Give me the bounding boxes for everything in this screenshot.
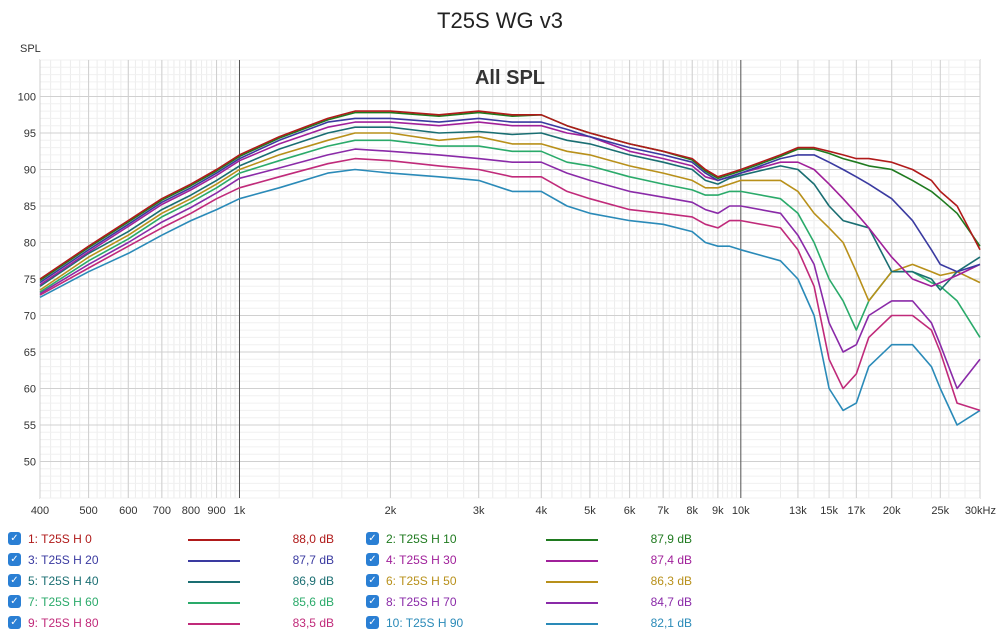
x-tick-label: 5k: [584, 505, 596, 517]
x-tick-label: 20k: [883, 505, 901, 517]
legend-swatch: [188, 602, 240, 604]
legend-swatch: [546, 602, 598, 604]
grid-major: [39, 60, 981, 498]
legend-entry-9[interactable]: ✓ 9: T25S H 80 83,5 dB: [8, 614, 348, 634]
legend-swatch: [546, 560, 598, 562]
legend-swatch: [188, 539, 240, 541]
y-tick-label: 60: [24, 384, 36, 396]
legend-series-value: 87,9 dB: [650, 532, 692, 546]
legend-checkbox[interactable]: ✓: [8, 616, 21, 629]
legend-checkbox[interactable]: ✓: [366, 532, 379, 545]
legend-entry-2[interactable]: ✓ 2: T25S H 10 87,9 dB: [366, 530, 706, 550]
legend-checkbox[interactable]: ✓: [366, 595, 379, 608]
legend-entry-7[interactable]: ✓ 7: T25S H 60 85,6 dB: [8, 593, 348, 613]
legend-series-name: 7: T25S H 60: [28, 595, 99, 609]
x-tick-label: 25k: [931, 505, 949, 517]
legend-series-value: 86,3 dB: [650, 574, 692, 588]
x-tick-label: 400: [31, 505, 49, 517]
legend-entry-4[interactable]: ✓ 4: T25S H 30 87,4 dB: [366, 551, 706, 571]
x-tick-label: 800: [182, 505, 200, 517]
x-tick-label: 9k: [712, 505, 724, 517]
legend-swatch: [546, 581, 598, 583]
legend-swatch: [188, 560, 240, 562]
y-tick-label: 75: [24, 274, 36, 286]
series-line-3: [39, 117, 981, 284]
x-tick-label: 15k: [820, 505, 838, 517]
x-tick-label: 900: [207, 505, 225, 517]
y-tick-label: 70: [24, 311, 36, 323]
x-tick-label: 8k: [686, 505, 698, 517]
legend-series-name: 10: T25S H 90: [386, 616, 464, 630]
legend-series-value: 84,7 dB: [650, 595, 692, 609]
x-tick-label: 4k: [536, 505, 548, 517]
legend-entry-6[interactable]: ✓ 6: T25S H 50 86,3 dB: [366, 572, 706, 592]
x-tick-label: 2k: [385, 505, 397, 517]
series-line-6: [39, 132, 981, 302]
series-lines: [39, 110, 981, 426]
series-line-10: [39, 168, 981, 426]
x-tick-label: 700: [153, 505, 171, 517]
x-tick-label: 500: [79, 505, 97, 517]
legend-series-value: 85,6 dB: [292, 595, 334, 609]
x-tick-label: 1k: [234, 505, 246, 517]
legend-checkbox[interactable]: ✓: [8, 574, 21, 587]
x-tick-label: 17k: [847, 505, 865, 517]
y-tick-label: 80: [24, 238, 36, 250]
legend-checkbox[interactable]: ✓: [366, 553, 379, 566]
x-tick-label: 3k: [473, 505, 485, 517]
x-tick-label: 10k: [732, 505, 750, 517]
legend-entry-8[interactable]: ✓ 8: T25S H 70 84,7 dB: [366, 593, 706, 613]
x-tick-label: 6k: [624, 505, 636, 517]
legend-series-name: 5: T25S H 40: [28, 574, 99, 588]
series-line-4: [39, 121, 981, 288]
x-tick-label: 7k: [657, 505, 669, 517]
x-tick-label: 600: [119, 505, 137, 517]
y-tick-label: 65: [24, 347, 36, 359]
y-axis-label: SPL: [20, 43, 41, 55]
legend-entry-1[interactable]: ✓ 1: T25S H 0 88,0 dB: [8, 530, 348, 550]
legend-series-name: 6: T25S H 50: [386, 574, 457, 588]
legend-checkbox[interactable]: ✓: [8, 595, 21, 608]
legend-entry-10[interactable]: ✓ 10: T25S H 90 82,1 dB: [366, 614, 706, 634]
legend-swatch: [188, 581, 240, 583]
legend-series-value: 87,7 dB: [292, 553, 334, 567]
legend-series-value: 83,5 dB: [292, 616, 334, 630]
legend-entry-3[interactable]: ✓ 3: T25S H 20 87,7 dB: [8, 551, 348, 571]
legend-entry-5[interactable]: ✓ 5: T25S H 40 86,9 dB: [8, 572, 348, 592]
legend-swatch: [546, 539, 598, 541]
legend-series-name: 2: T25S H 10: [386, 532, 457, 546]
x-tick-label: 30kHz: [965, 505, 996, 517]
legend-series-name: 1: T25S H 0: [28, 532, 92, 546]
series-line-9: [39, 157, 981, 412]
legend-series-value: 86,9 dB: [292, 574, 334, 588]
legend-series-value: 82,1 dB: [650, 616, 692, 630]
y-tick-label: 90: [24, 165, 36, 177]
y-tick-label: 95: [24, 128, 36, 140]
legend-checkbox[interactable]: ✓: [8, 553, 21, 566]
y-tick-label: 100: [18, 92, 36, 104]
legend-series-name: 3: T25S H 20: [28, 553, 99, 567]
y-tick-label: 55: [24, 420, 36, 432]
legend-series-value: 88,0 dB: [292, 532, 334, 546]
spl-chart: 50 55 60 65 70 75 80 85 90 95 100 400 500 600 700 800 9…: [18, 43, 996, 517]
y-tick-label: 50: [24, 457, 36, 469]
legend-series-name: 4: T25S H 30: [386, 553, 457, 567]
legend: ✓ 1: T25S H 0 88,0 dB ✓ 2: T25S H 10 87,9 dB ✓…: [0, 528, 1000, 634]
legend-swatch: [188, 623, 240, 625]
y-axis-ticks: 50 55 60 65 70 75 80 85 90 95 100: [18, 92, 36, 469]
chart-title: T25S WG v3: [437, 8, 563, 33]
legend-checkbox[interactable]: ✓: [8, 532, 21, 545]
legend-series-name: 8: T25S H 70: [386, 595, 457, 609]
legend-series-value: 87,4 dB: [650, 553, 692, 567]
legend-checkbox[interactable]: ✓: [366, 574, 379, 587]
series-line-1: [39, 110, 981, 280]
legend-swatch: [546, 623, 598, 625]
x-tick-label: 13k: [789, 505, 807, 517]
legend-checkbox[interactable]: ✓: [366, 616, 379, 629]
x-axis-ticks: 400 500 600 700 800 900 1k 2k 3k 4k 5k 6k 7k 8k 9k 10k 1…: [31, 505, 996, 517]
legend-series-name: 9: T25S H 80: [28, 616, 99, 630]
series-line-8: [39, 148, 981, 390]
chart-subtitle: All SPL: [475, 67, 545, 89]
y-tick-label: 85: [24, 201, 36, 213]
